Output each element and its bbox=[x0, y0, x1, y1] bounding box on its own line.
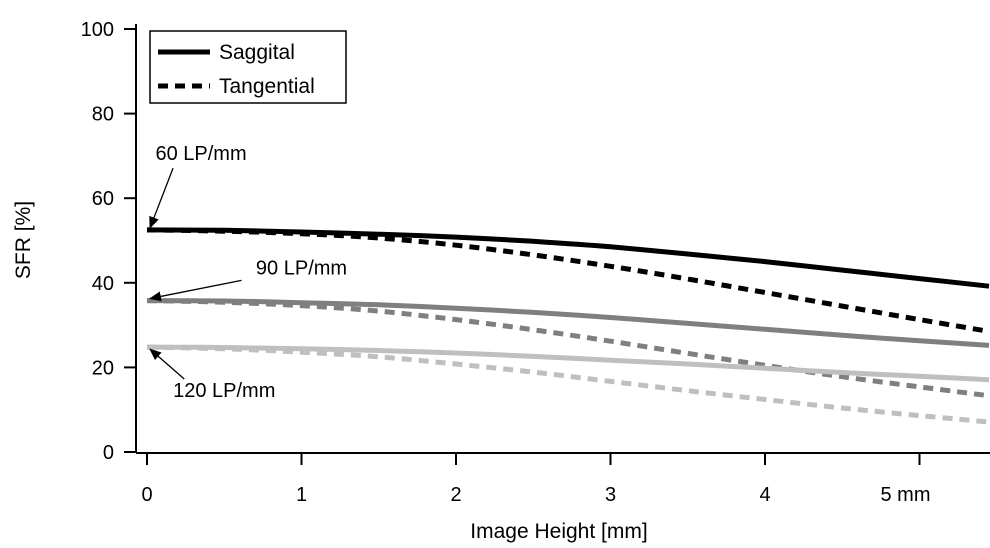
annotations-layer: 60 LP/mm 90 LP/mm 120 LP/mm bbox=[149, 143, 347, 402]
y-tick-label: 0 bbox=[103, 442, 114, 464]
y-axis-title: SFR [%] bbox=[12, 201, 35, 279]
series-60-lp-mm-tangential-line bbox=[146, 227, 990, 334]
series-60-lp-mm-saggital-line bbox=[146, 227, 990, 289]
y-tick-label: 60 bbox=[92, 188, 114, 210]
annotation-label: 90 LP/mm bbox=[256, 257, 347, 279]
legend-box bbox=[149, 30, 347, 104]
y-ticks: 0 20 40 60 80 100 bbox=[81, 19, 136, 464]
x-tick-label: 4 bbox=[759, 484, 770, 506]
x-tick-label: 0 bbox=[141, 484, 152, 506]
series-90-lp-mm-saggital-line bbox=[146, 298, 990, 348]
y-tick-label: 20 bbox=[92, 357, 114, 379]
annotation-label: 120 LP/mm bbox=[173, 380, 275, 402]
annotation-arrow bbox=[149, 348, 185, 380]
x-tick-label: 5 mm bbox=[881, 484, 931, 506]
annotation-label: 60 LP/mm bbox=[155, 143, 246, 165]
axes-layer bbox=[135, 24, 990, 454]
x-tick-label: 2 bbox=[450, 484, 461, 506]
y-tick-label: 100 bbox=[81, 19, 114, 41]
x-ticks: 0 1 2 3 4 5 mm bbox=[141, 453, 931, 506]
series-120-lp-mm-saggital-line bbox=[146, 344, 990, 383]
series-90-lp-mm-tangential-line bbox=[146, 298, 990, 399]
series-120-lp-mm-tangential-line bbox=[146, 344, 990, 425]
legend-label-saggital: Saggital bbox=[219, 41, 295, 64]
curves-layer bbox=[146, 227, 990, 425]
legend-label-tangential: Tangential bbox=[219, 75, 315, 98]
x-tick-label: 1 bbox=[296, 484, 307, 506]
annotation-arrow bbox=[149, 167, 174, 229]
legend: Saggital Tangential bbox=[149, 30, 347, 104]
x-axis-title: Image Height [mm] bbox=[470, 520, 647, 543]
y-tick-label: 80 bbox=[92, 104, 114, 126]
x-tick-label: 3 bbox=[605, 484, 616, 506]
annotation-arrow bbox=[149, 279, 242, 302]
y-tick-label: 40 bbox=[92, 273, 114, 295]
